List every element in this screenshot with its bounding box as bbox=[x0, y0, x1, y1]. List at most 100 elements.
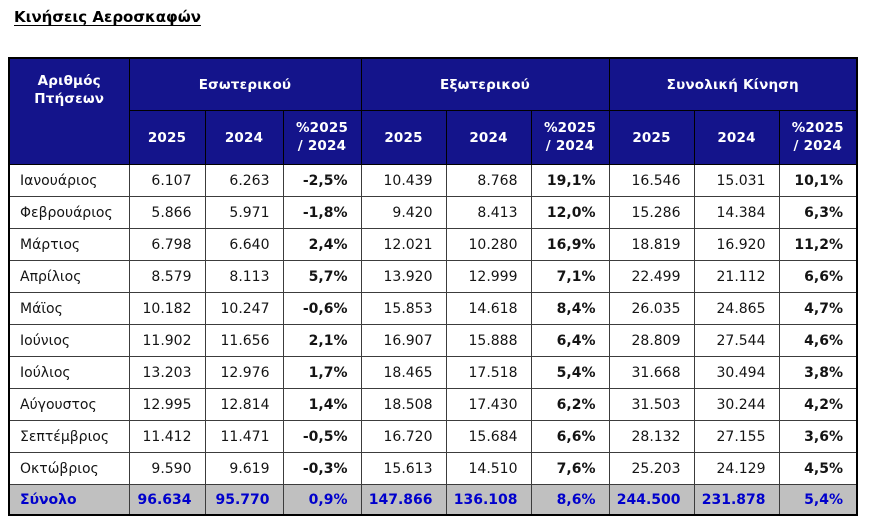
total-value-cell: 96.634 bbox=[128, 484, 206, 516]
value-cell: 15.888 bbox=[445, 324, 532, 357]
group-header-total-traffic: Συνολική Κίνηση bbox=[608, 57, 858, 111]
total-value-cell: 231.878 bbox=[693, 484, 780, 516]
value-cell: 26.035 bbox=[608, 292, 695, 325]
value-cell: 9.590 bbox=[128, 452, 206, 485]
group-header-domestic: Εσωτερικού bbox=[128, 57, 362, 111]
value-cell: 16.546 bbox=[608, 164, 695, 197]
value-cell: 13.920 bbox=[360, 260, 447, 293]
month-cell: Φεβρουάριος bbox=[8, 196, 130, 229]
pct-cell: 1,4% bbox=[282, 388, 362, 421]
table-row-june: Ιούνιος 11.902 11.656 2,1% 16.907 15.888… bbox=[8, 324, 858, 357]
pct-cell: 5,4% bbox=[530, 356, 610, 389]
pct-cell: 7,6% bbox=[530, 452, 610, 485]
value-cell: 15.286 bbox=[608, 196, 695, 229]
pct-cell: 2,1% bbox=[282, 324, 362, 357]
total-pct-cell: 0,9% bbox=[282, 484, 362, 516]
value-cell: 15.853 bbox=[360, 292, 447, 325]
pct-cell: -0,3% bbox=[282, 452, 362, 485]
month-cell: Μάρτιος bbox=[8, 228, 130, 261]
table-row-september: Σεπτέμβριος 11.412 11.471 -0,5% 16.720 1… bbox=[8, 420, 858, 453]
value-cell: 18.508 bbox=[360, 388, 447, 421]
value-cell: 8.413 bbox=[445, 196, 532, 229]
value-cell: 30.494 bbox=[693, 356, 780, 389]
pct-cell: 16,9% bbox=[530, 228, 610, 261]
total-label-cell: Σύνολο bbox=[8, 484, 130, 516]
pct-cell: 4,7% bbox=[778, 292, 858, 325]
value-cell: 16.920 bbox=[693, 228, 780, 261]
col-header-total-2024: 2024 bbox=[693, 110, 780, 165]
value-cell: 16.720 bbox=[360, 420, 447, 453]
month-cell: Αύγουστος bbox=[8, 388, 130, 421]
value-cell: 15.031 bbox=[693, 164, 780, 197]
table-row-april: Απρίλιος 8.579 8.113 5,7% 13.920 12.999 … bbox=[8, 260, 858, 293]
value-cell: 8.768 bbox=[445, 164, 532, 197]
value-cell: 8.113 bbox=[204, 260, 284, 293]
value-cell: 11.902 bbox=[128, 324, 206, 357]
total-value-cell: 136.108 bbox=[445, 484, 532, 516]
value-cell: 12.976 bbox=[204, 356, 284, 389]
value-cell: 8.579 bbox=[128, 260, 206, 293]
page-title: Κινήσεις Αεροσκαφών bbox=[14, 8, 201, 26]
col-header-domestic-2024: 2024 bbox=[204, 110, 284, 165]
month-cell: Ιούνιος bbox=[8, 324, 130, 357]
total-row: Σύνολο 96.634 95.770 0,9% 147.866 136.10… bbox=[8, 484, 858, 516]
total-pct-cell: 5,4% bbox=[778, 484, 858, 516]
pct-cell: 11,2% bbox=[778, 228, 858, 261]
group-header-international: Εξωτερικού bbox=[360, 57, 610, 111]
month-cell: Μάϊος bbox=[8, 292, 130, 325]
value-cell: 11.656 bbox=[204, 324, 284, 357]
month-cell: Ιανουάριος bbox=[8, 164, 130, 197]
col-header-domestic-2025: 2025 bbox=[128, 110, 206, 165]
total-value-cell: 95.770 bbox=[204, 484, 284, 516]
value-cell: 5.971 bbox=[204, 196, 284, 229]
pct-cell: 6,3% bbox=[778, 196, 858, 229]
month-cell: Ιούλιος bbox=[8, 356, 130, 389]
value-cell: 12.021 bbox=[360, 228, 447, 261]
value-cell: 24.865 bbox=[693, 292, 780, 325]
table-row-may: Μάϊος 10.182 10.247 -0,6% 15.853 14.618 … bbox=[8, 292, 858, 325]
value-cell: 15.613 bbox=[360, 452, 447, 485]
table-row-august: Αύγουστος 12.995 12.814 1,4% 18.508 17.4… bbox=[8, 388, 858, 421]
pct-cell: -2,5% bbox=[282, 164, 362, 197]
total-value-cell: 244.500 bbox=[608, 484, 695, 516]
value-cell: 6.107 bbox=[128, 164, 206, 197]
pct-cell: 12,0% bbox=[530, 196, 610, 229]
value-cell: 14.384 bbox=[693, 196, 780, 229]
value-cell: 12.814 bbox=[204, 388, 284, 421]
col-header-international-2024: 2024 bbox=[445, 110, 532, 165]
value-cell: 5.866 bbox=[128, 196, 206, 229]
group-header-row: Αριθμός Πτήσεων Εσωτερικού Εξωτερικού Συ… bbox=[8, 57, 858, 165]
value-cell: 17.430 bbox=[445, 388, 532, 421]
pct-cell: 6,6% bbox=[530, 420, 610, 453]
value-cell: 14.510 bbox=[445, 452, 532, 485]
pct-cell: 7,1% bbox=[530, 260, 610, 293]
value-cell: 25.203 bbox=[608, 452, 695, 485]
value-cell: 9.420 bbox=[360, 196, 447, 229]
pct-cell: 1,7% bbox=[282, 356, 362, 389]
col-header-international-pct: %2025 / 2024 bbox=[530, 110, 610, 165]
pct-cell: 8,4% bbox=[530, 292, 610, 325]
pct-cell: 6,2% bbox=[530, 388, 610, 421]
value-cell: 22.499 bbox=[608, 260, 695, 293]
value-cell: 12.995 bbox=[128, 388, 206, 421]
table-row-october: Οκτώβριος 9.590 9.619 -0,3% 15.613 14.51… bbox=[8, 452, 858, 485]
col-header-domestic-pct: %2025 / 2024 bbox=[282, 110, 362, 165]
table-row-january: Ιανουάριος 6.107 6.263 -2,5% 10.439 8.76… bbox=[8, 164, 858, 197]
table-row-july: Ιούλιος 13.203 12.976 1,7% 18.465 17.518… bbox=[8, 356, 858, 389]
value-cell: 31.503 bbox=[608, 388, 695, 421]
value-cell: 6.640 bbox=[204, 228, 284, 261]
value-cell: 14.618 bbox=[445, 292, 532, 325]
pct-cell: 19,1% bbox=[530, 164, 610, 197]
value-cell: 18.819 bbox=[608, 228, 695, 261]
value-cell: 17.518 bbox=[445, 356, 532, 389]
year-header-row: 2025 2024 %2025 / 2024 2025 2024 %2025 /… bbox=[9, 110, 858, 165]
value-cell: 21.112 bbox=[693, 260, 780, 293]
value-cell: 30.244 bbox=[693, 388, 780, 421]
value-cell: 12.999 bbox=[445, 260, 532, 293]
value-cell: 28.809 bbox=[608, 324, 695, 357]
value-cell: 15.684 bbox=[445, 420, 532, 453]
pct-cell: 3,8% bbox=[778, 356, 858, 389]
value-cell: 10.439 bbox=[360, 164, 447, 197]
month-cell: Απρίλιος bbox=[8, 260, 130, 293]
value-cell: 6.798 bbox=[128, 228, 206, 261]
